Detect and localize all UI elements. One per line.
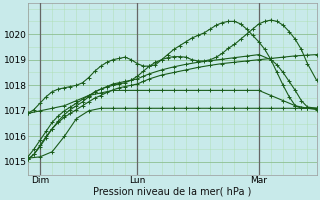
X-axis label: Pression niveau de la mer( hPa ): Pression niveau de la mer( hPa ): [93, 187, 252, 197]
